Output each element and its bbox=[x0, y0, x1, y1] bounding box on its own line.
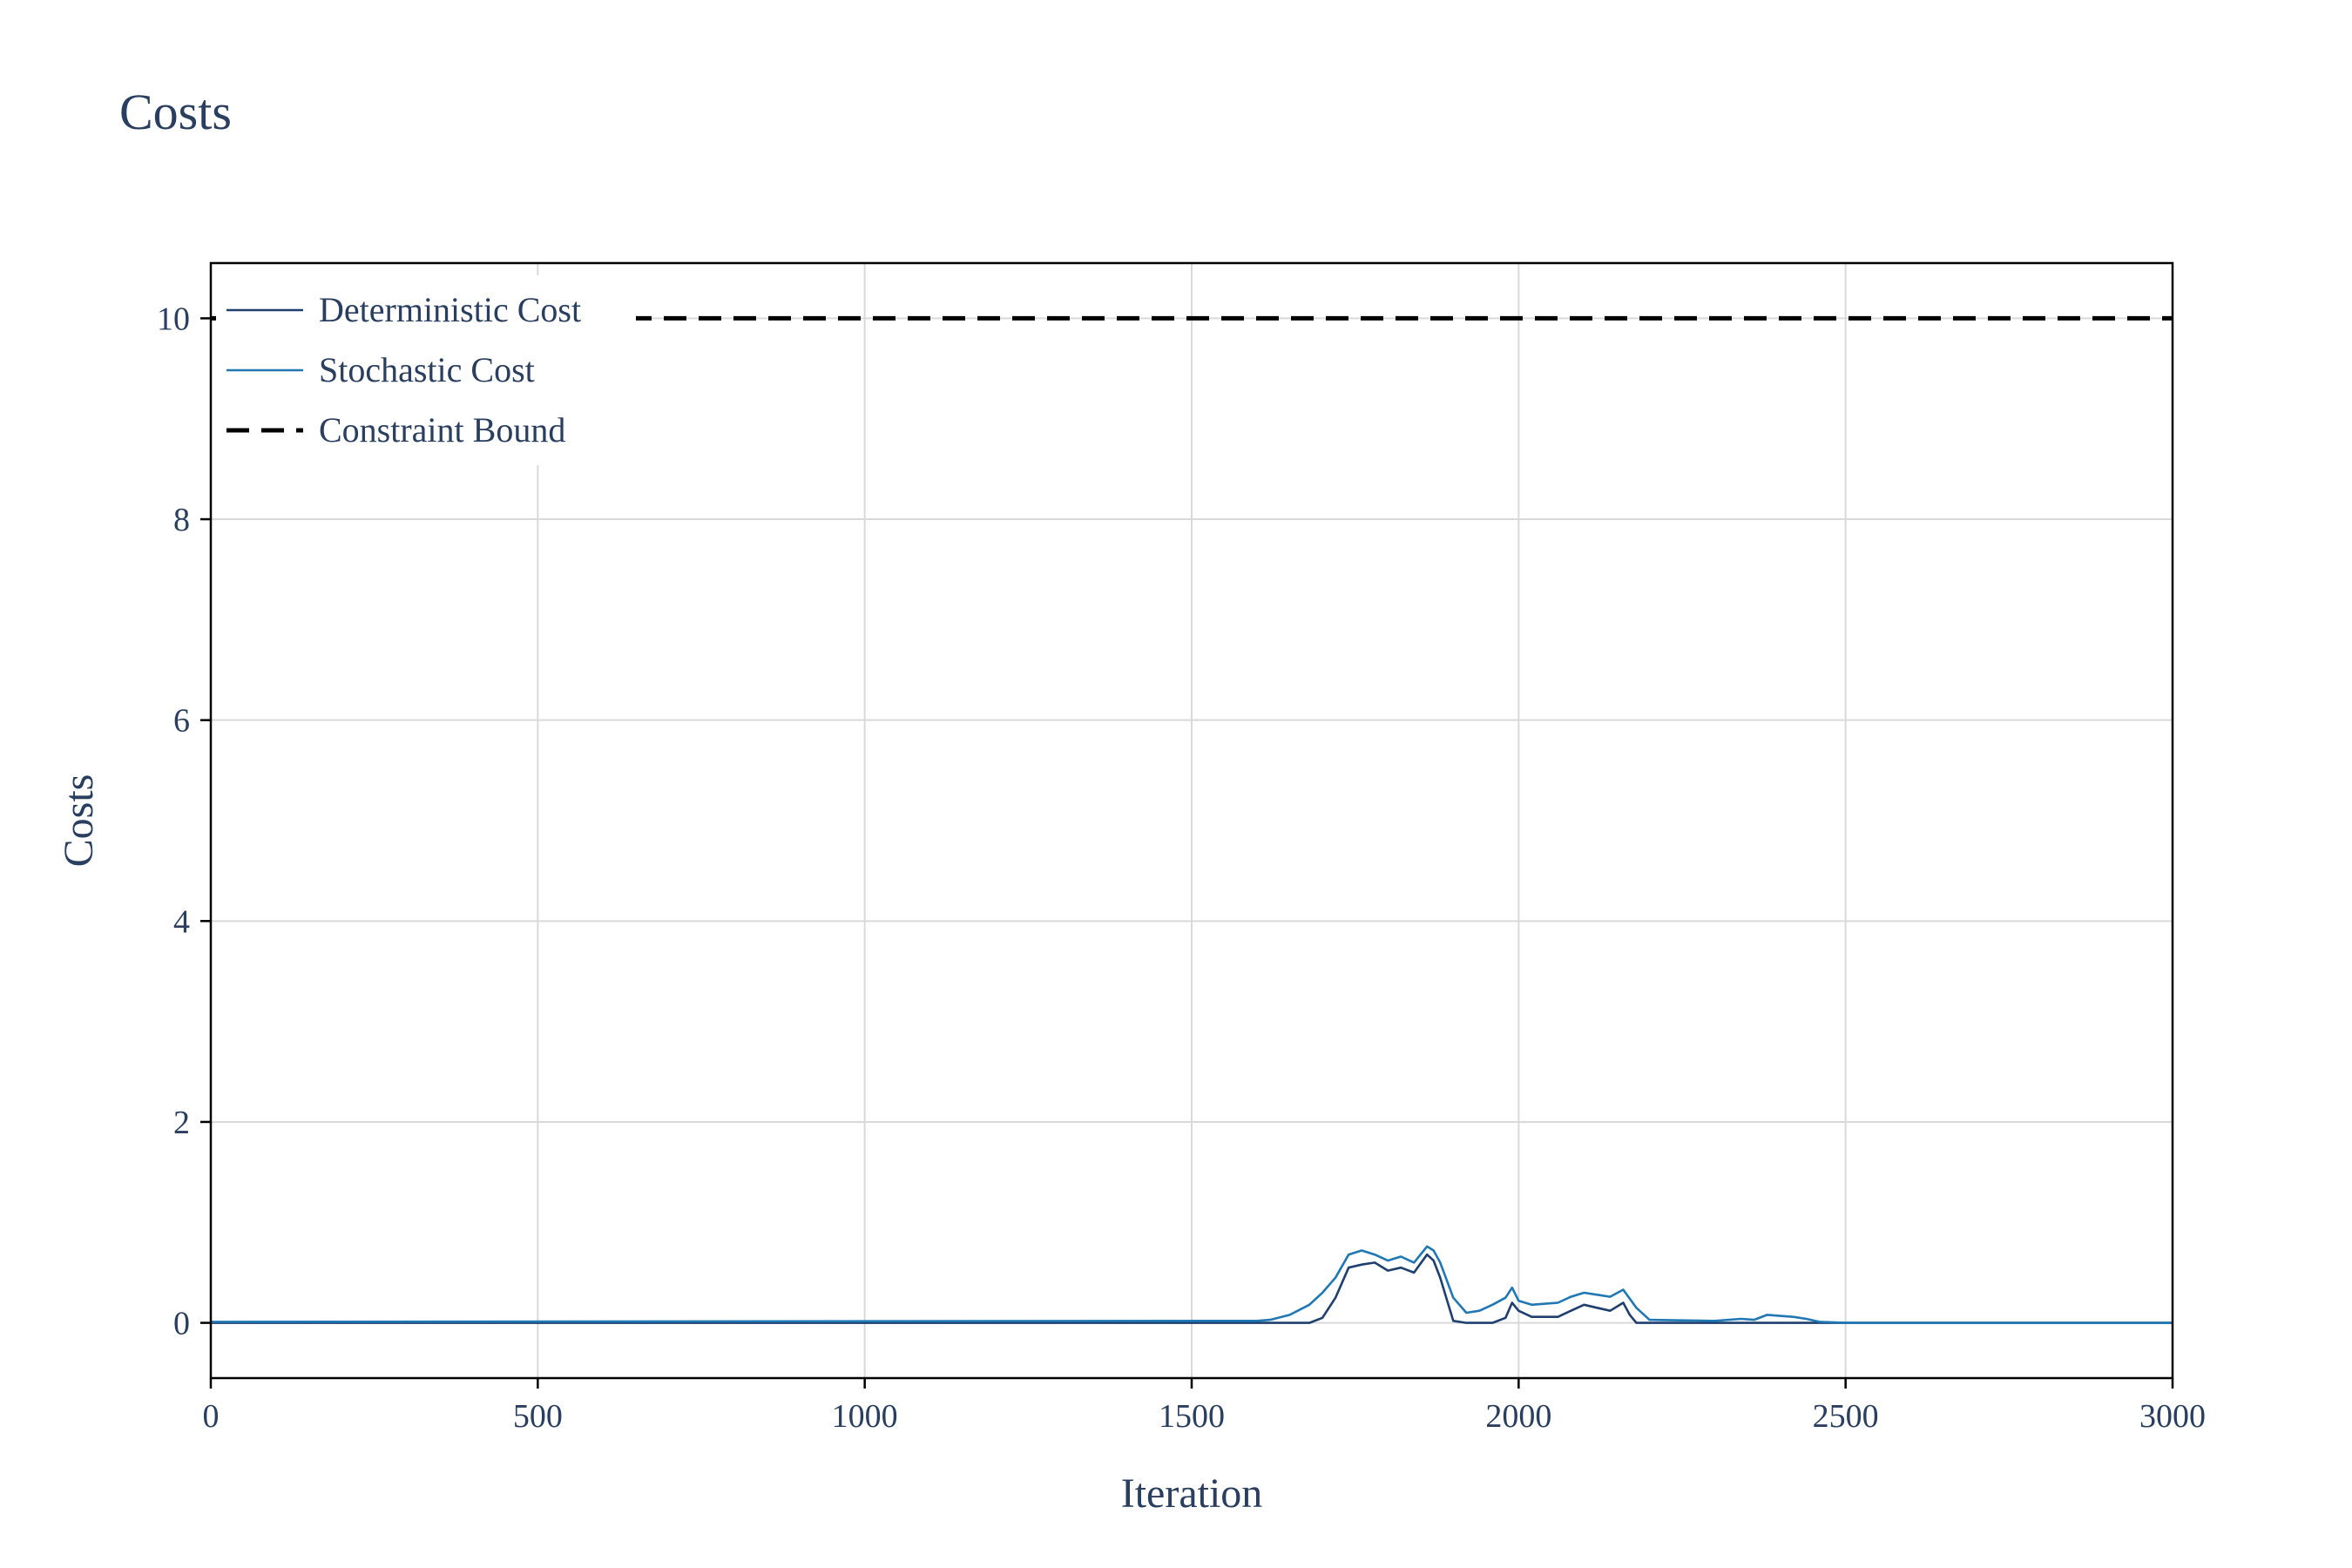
x-axis-ticks: 0 500 1000 1500 2000 2500 3000 bbox=[203, 1378, 2206, 1435]
legend[interactable]: Deterministic Cost Stochastic Cost Constra… bbox=[216, 275, 636, 465]
y-tick-label: 10 bbox=[157, 301, 190, 337]
x-tick-label: 500 bbox=[513, 1398, 563, 1435]
y-axis-label: Costs bbox=[56, 774, 102, 868]
x-tick-label: 2000 bbox=[1485, 1398, 1551, 1435]
y-tick-label: 6 bbox=[173, 703, 190, 740]
x-tick-label: 1000 bbox=[832, 1398, 898, 1435]
legend-item-label[interactable]: Stochastic Cost bbox=[319, 350, 535, 389]
y-tick-label: 0 bbox=[173, 1306, 190, 1342]
x-axis-label: Iteration bbox=[1121, 1470, 1263, 1517]
series-line-0 bbox=[211, 1253, 2173, 1324]
y-tick-label: 2 bbox=[173, 1105, 190, 1141]
y-axis-ticks: 0 2 4 6 8 10 bbox=[157, 301, 211, 1342]
legend-item-label[interactable]: Constraint Bound bbox=[319, 410, 565, 449]
series-line-1 bbox=[210, 1245, 2173, 1324]
y-tick-label: 8 bbox=[173, 502, 190, 538]
legend-item-label[interactable]: Deterministic Cost bbox=[319, 290, 581, 329]
x-tick-label: 0 bbox=[203, 1398, 220, 1435]
x-tick-label: 1500 bbox=[1159, 1398, 1225, 1435]
x-tick-label: 3000 bbox=[2139, 1398, 2206, 1435]
y-tick-label: 4 bbox=[173, 903, 190, 940]
chart-title: Costs bbox=[119, 84, 232, 140]
x-tick-label: 2500 bbox=[1813, 1398, 1879, 1435]
